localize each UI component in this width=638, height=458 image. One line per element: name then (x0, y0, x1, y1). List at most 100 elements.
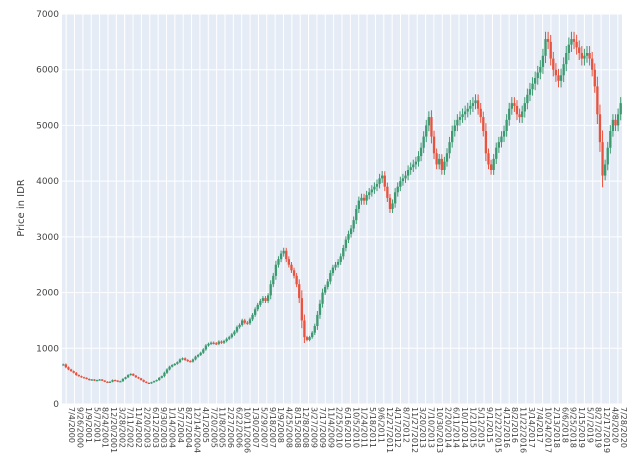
candle-down (298, 284, 301, 299)
x-tick-label: 10/11/2006 (243, 407, 252, 453)
candle-down (476, 100, 480, 109)
candle-down (106, 381, 109, 383)
x-tick-label: 2/20/2003 (142, 407, 151, 448)
candle-up (323, 287, 327, 293)
candle-up (585, 53, 589, 56)
x-tick-label: 10/1/2014 (460, 407, 469, 448)
candle-up (259, 300, 262, 305)
candle-down (482, 117, 485, 131)
x-tick-label: 8/7/2012 (402, 407, 411, 443)
x-tick-label: 8/27/2019 (594, 407, 603, 448)
x-tick-label: 7/28/2020 (619, 407, 628, 448)
candle-up (311, 332, 314, 338)
candle-up (329, 273, 332, 282)
candle-up (500, 136, 503, 143)
candle-up (199, 352, 202, 355)
candle-up (458, 117, 462, 120)
candle-up (95, 380, 99, 382)
candle-up (510, 103, 513, 109)
x-tick-label: 9/25/2018 (569, 407, 578, 448)
candle-up (111, 380, 114, 382)
candle-down (290, 264, 293, 271)
candle-up (381, 175, 384, 179)
candle-down (142, 380, 145, 382)
candle-up (471, 103, 475, 106)
candle-down (572, 39, 576, 42)
x-tick-label: 12/17/2019 (602, 407, 611, 453)
candle-up (521, 111, 524, 118)
candle-up (559, 75, 563, 81)
x-tick-label: 2/13/2018 (552, 407, 561, 448)
candle-down (189, 361, 192, 363)
candle-up (158, 377, 161, 381)
candle-down (552, 58, 555, 70)
candle-up (461, 114, 464, 118)
candle-up (443, 161, 446, 170)
candle-down (614, 119, 617, 126)
candle-down (116, 380, 119, 382)
candle-down (515, 105, 519, 115)
candle-up (570, 39, 573, 45)
candle-up (419, 147, 423, 157)
candle-up (370, 189, 373, 193)
x-tick-label: 5/18/2011 (368, 407, 377, 448)
candle-down (139, 378, 143, 381)
candle-up (469, 105, 472, 109)
candle-up (308, 337, 311, 340)
candle-up (609, 131, 612, 148)
candle-up (438, 158, 441, 165)
candle-up (399, 181, 402, 187)
x-tick-label: 1/24/2011 (360, 407, 369, 448)
candle-up (282, 250, 285, 254)
x-tick-label: 7/11/2002 (126, 407, 135, 448)
candle-up (326, 281, 329, 287)
x-tick-label: 2/27/2006 (226, 407, 235, 448)
x-tick-label: 10/24/2017 (544, 407, 553, 453)
x-tick-label: 5/7/2001 (92, 407, 101, 443)
x-tick-label: 7/20/2005 (209, 407, 218, 448)
y-axis-ticks: 0 1000 2000 3000 4000 5000 6000 7000 (36, 10, 59, 410)
candle-up (168, 366, 171, 370)
candle-down (601, 142, 604, 176)
candle-down (432, 136, 436, 154)
candle-down (305, 337, 309, 340)
candle-up (204, 345, 208, 350)
x-tick-label: 3/14/2017 (527, 407, 536, 448)
candle-up (108, 381, 112, 383)
y-tick-label: 5000 (36, 121, 59, 131)
candle-down (72, 371, 75, 373)
candle-down (591, 58, 594, 70)
candle-up (495, 147, 498, 159)
candle-down (287, 259, 291, 265)
candle-up (567, 44, 571, 53)
candle-up (409, 167, 412, 170)
x-tick-label: 1/9/2001 (84, 407, 93, 443)
x-tick-label: 12/27/2011 (385, 407, 394, 453)
x-tick-label: 11/4/2002 (134, 407, 143, 448)
x-tick-label: 11/8/2005 (218, 407, 227, 448)
candle-up (225, 338, 228, 342)
candle-up (196, 354, 200, 357)
x-tick-label: 4/1/2005 (201, 407, 210, 443)
candle-down (593, 69, 596, 87)
candle-up (401, 178, 405, 182)
y-tick-label: 7000 (36, 10, 59, 20)
candle-up (360, 197, 363, 201)
x-tick-label: 7/10/2013 (427, 407, 436, 448)
x-tick-label: 7/4/2017 (535, 407, 544, 443)
candle-down (67, 367, 70, 370)
candle-down (386, 186, 389, 198)
candle-down (80, 376, 83, 378)
candle-up (269, 284, 272, 296)
candle-up (336, 261, 340, 265)
x-tick-label: 9/26/2000 (76, 407, 85, 448)
candle-up (62, 364, 65, 366)
candle-up (160, 376, 163, 378)
candle-up (321, 292, 324, 304)
y-tick-label: 6000 (36, 66, 59, 76)
x-tick-label: 9/1/2015 (485, 407, 494, 443)
x-tick-label: 9/30/2003 (159, 407, 168, 448)
candle-up (238, 324, 241, 328)
candle-up (539, 66, 542, 73)
candle-up (378, 178, 381, 184)
